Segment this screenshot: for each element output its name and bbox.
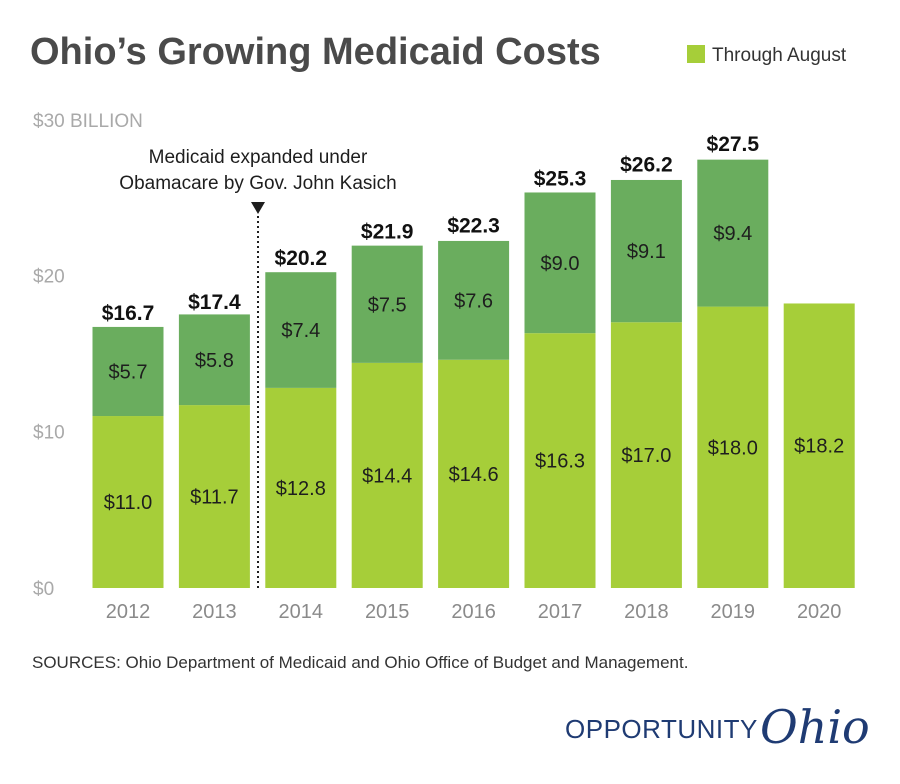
x-tick-label: 2016: [451, 601, 496, 623]
logo-script: Ohio: [760, 700, 870, 754]
bar-value-label: $18.0: [708, 437, 758, 459]
bar-value-label: $16.3: [535, 451, 585, 473]
chart-title: Ohio’s Growing Medicaid Costs: [30, 31, 601, 73]
annotation-line-2: Obamacare by Gov. John Kasich: [119, 173, 396, 194]
annotation-line-1: Medicaid expanded under: [149, 147, 368, 168]
bar-segment: [92, 416, 164, 588]
bar-value-label: $11.0: [104, 492, 153, 514]
bar-value-label: $9.4: [713, 223, 752, 245]
bars: $11.0 $5.7 $16.7 $11.7 $5.8 $17.4 $12.8 $7.4 $20…: [92, 133, 855, 588]
bar-value-label: $7.5: [368, 294, 407, 316]
bar-segment: [265, 387, 337, 588]
bar-value-label: $7.4: [281, 320, 320, 342]
bar-segment: [351, 245, 423, 363]
x-axis: 2012 2013 2014 2015 2016 2017 2018 2019 2020: [106, 601, 842, 623]
bar-total-label: $21.9: [361, 221, 414, 244]
bar-segment: [351, 362, 423, 588]
bar-value-label: $12.8: [276, 478, 326, 500]
bar-value-label: $11.7: [190, 487, 239, 509]
opportunity-ohio-logo: OPPORTUNITY Ohio: [565, 700, 870, 754]
bar-segment: [178, 405, 250, 588]
source-note: SOURCES: Ohio Department of Medicaid and…: [32, 653, 688, 672]
bar-total-label: $17.4: [188, 291, 241, 314]
y-tick-label: $30 BILLION: [33, 111, 143, 132]
logo-word: OPPORTUNITY: [565, 714, 758, 744]
annotation-arrow-icon: [251, 202, 265, 214]
bar-segment: [697, 159, 769, 307]
x-tick-label: 2012: [106, 601, 151, 623]
bar-value-label: $14.6: [449, 464, 499, 486]
y-tick-label: $10: [33, 423, 65, 444]
bar-total-label: $20.2: [275, 247, 328, 270]
x-tick-label: 2019: [711, 601, 756, 623]
bar-value-label: $18.2: [794, 436, 844, 458]
x-tick-label: 2020: [797, 601, 842, 623]
x-tick-label: 2015: [365, 601, 410, 623]
bar-segment: [438, 240, 510, 360]
x-tick-label: 2014: [279, 601, 324, 623]
bar-value-label: $7.6: [454, 290, 493, 312]
y-tick-label: $20: [33, 266, 65, 287]
bar-value-label: $5.7: [109, 361, 148, 383]
x-tick-label: 2017: [538, 601, 583, 623]
x-tick-label: 2018: [624, 601, 669, 623]
bar-segment: [265, 272, 337, 388]
bar-segment: [524, 192, 596, 334]
bar-value-label: $14.4: [362, 465, 412, 487]
bar-value-label: $17.0: [621, 445, 671, 467]
bar-total-label: $26.2: [620, 153, 673, 176]
bar-segment: [783, 303, 855, 588]
legend: Through August: [687, 45, 847, 66]
y-tick-label: $0: [33, 579, 54, 600]
bar-value-label: $5.8: [195, 350, 234, 372]
bar-segment: [610, 179, 682, 323]
bar-total-label: $25.3: [534, 167, 587, 190]
bar-value-label: $9.1: [627, 241, 666, 263]
annotation: Medicaid expanded under Obamacare by Gov…: [119, 147, 397, 588]
legend-swatch: [687, 45, 705, 63]
y-axis: $0 $10 $20 $30 BILLION: [33, 111, 143, 600]
bar-value-label: $9.0: [541, 253, 580, 275]
bar-segment: [92, 326, 164, 417]
bar-segment: [524, 333, 596, 588]
bar-total-label: $22.3: [447, 214, 500, 237]
bar-segment: [178, 314, 250, 406]
x-tick-label: 2013: [192, 601, 237, 623]
bar-segment: [697, 306, 769, 588]
bar-segment: [438, 359, 510, 588]
bar-segment: [610, 322, 682, 588]
legend-label: Through August: [712, 45, 847, 66]
bar-total-label: $27.5: [707, 133, 760, 156]
bar-total-label: $16.7: [102, 302, 155, 325]
